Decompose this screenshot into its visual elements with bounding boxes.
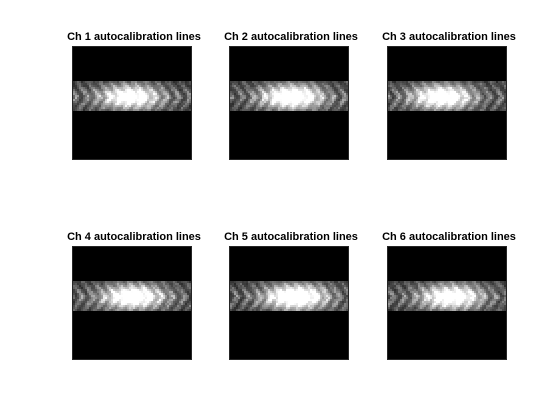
calibration-band <box>73 81 191 111</box>
panel-title: Ch 2 autocalibration lines <box>224 31 358 43</box>
calibration-band <box>230 81 348 111</box>
panel-title: Ch 5 autocalibration lines <box>224 231 358 243</box>
image-axes <box>229 46 349 160</box>
calibration-band <box>388 281 506 311</box>
autocalibration-image <box>388 47 506 159</box>
autocalibration-image <box>230 247 348 359</box>
autocalibration-image <box>230 47 348 159</box>
panel-title: Ch 1 autocalibration lines <box>67 31 201 43</box>
autocalibration-image <box>388 247 506 359</box>
panel-title: Ch 4 autocalibration lines <box>67 231 201 243</box>
image-axes <box>229 246 349 360</box>
image-axes <box>72 46 192 160</box>
image-axes <box>387 246 507 360</box>
calibration-band <box>230 281 348 311</box>
calibration-band <box>73 281 191 311</box>
panel-title: Ch 3 autocalibration lines <box>382 31 516 43</box>
calibration-band <box>388 81 506 111</box>
image-axes <box>72 246 192 360</box>
image-axes <box>387 46 507 160</box>
autocalibration-image <box>73 47 191 159</box>
panel-title: Ch 6 autocalibration lines <box>382 231 516 243</box>
autocalibration-image <box>73 247 191 359</box>
